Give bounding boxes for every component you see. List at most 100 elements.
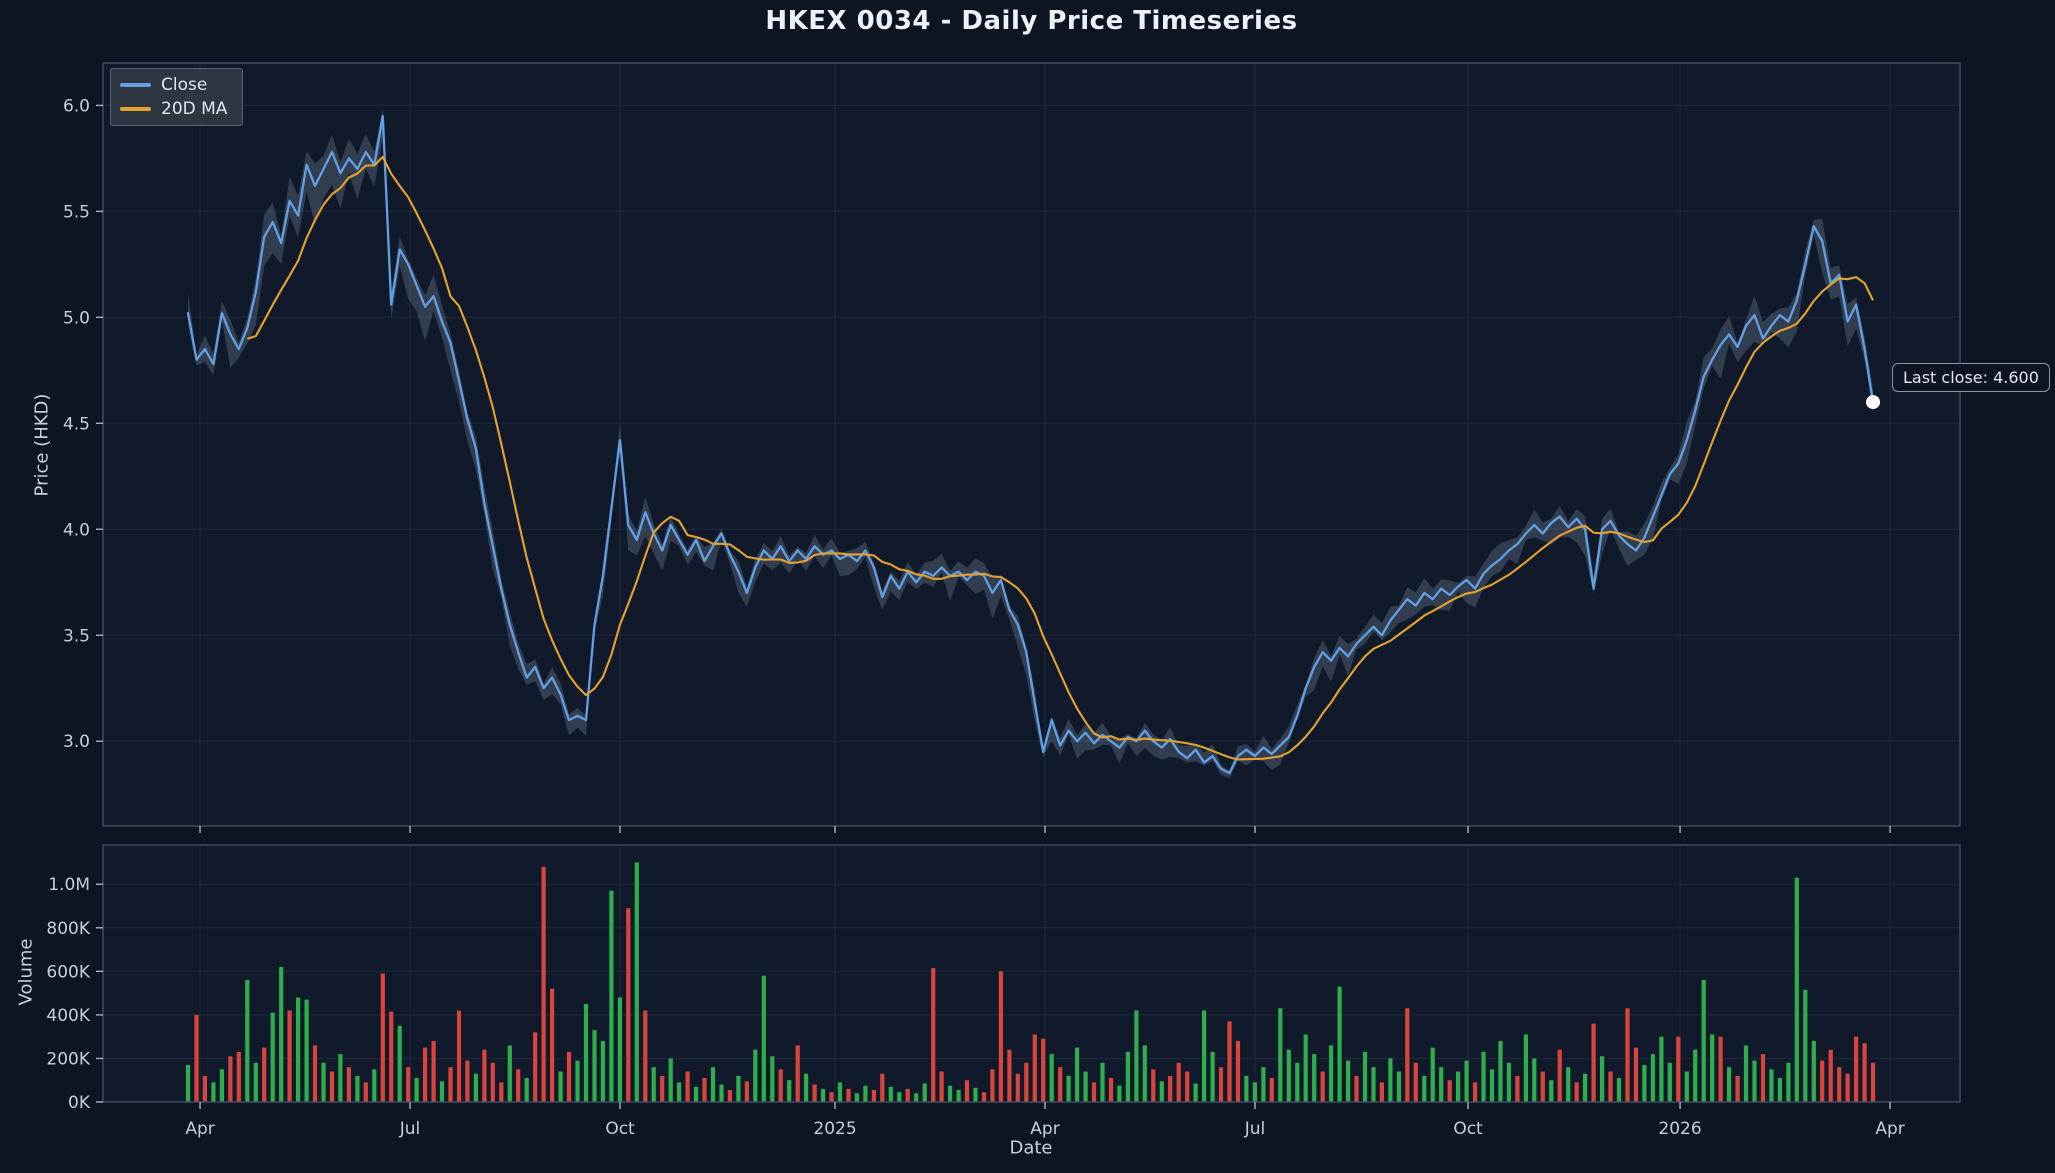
volume-bar: [617, 997, 622, 1102]
volume-bar: [1371, 1067, 1376, 1102]
ma-line: [246, 155, 1874, 761]
volume-bar: [592, 1030, 597, 1102]
volume-bar: [668, 1058, 673, 1102]
volume-bar: [262, 1047, 267, 1102]
price-y-tick-label: 5.5: [63, 202, 90, 222]
volume-bar: [1388, 1058, 1393, 1102]
volume-bar: [1032, 1034, 1037, 1102]
x-tick-label: Oct: [605, 1119, 635, 1139]
volume-bar: [1845, 1073, 1850, 1102]
volume-bar: [1659, 1036, 1664, 1102]
volume-bar: [626, 908, 631, 1102]
volume-bar: [905, 1088, 910, 1102]
volume-bar: [914, 1093, 919, 1102]
volume-bar: [1718, 1036, 1723, 1102]
volume-bar: [1329, 1045, 1334, 1102]
volume-bar: [1870, 1062, 1876, 1102]
chart-title: HKEX 0034 - Daily Price Timeseries: [765, 6, 1298, 36]
volume-bar: [253, 1062, 258, 1102]
volume-bar: [1185, 1071, 1190, 1102]
volume-bar: [1278, 1008, 1283, 1102]
volume-y-tick-label: 0K: [68, 1093, 91, 1113]
volume-bar: [1091, 1082, 1097, 1102]
volume-bar: [795, 1045, 800, 1102]
volume-bar: [465, 1060, 470, 1102]
volume-bar: [1244, 1075, 1249, 1102]
volume-bar: [770, 1056, 775, 1102]
volume-bar: [414, 1078, 419, 1102]
volume-bar: [423, 1047, 428, 1102]
volume-bar: [931, 968, 936, 1102]
volume-bar: [1549, 1080, 1554, 1102]
volume-bar: [1625, 1008, 1630, 1102]
volume-bar: [1473, 1082, 1478, 1102]
volume-bar: [1041, 1038, 1046, 1102]
volume-bar: [702, 1078, 707, 1102]
volume-bar: [1413, 1062, 1418, 1102]
volume-bar: [439, 1081, 445, 1102]
volume-bar: [558, 1071, 563, 1102]
volume-bar: [507, 1045, 512, 1102]
volume-bar: [346, 1067, 351, 1102]
volume-bar: [431, 1041, 436, 1102]
volume-axis-label: Volume: [15, 938, 37, 1006]
volume-bar: [1176, 1062, 1181, 1102]
volume-bar: [1202, 1010, 1207, 1102]
volume-bar: [1075, 1047, 1080, 1102]
volume-bar: [948, 1085, 953, 1102]
volume-y-tick-label: 200K: [46, 1049, 90, 1069]
volume-bar: [1650, 1054, 1655, 1102]
volume-bar: [1600, 1056, 1605, 1102]
volume-bar: [1540, 1071, 1545, 1102]
volume-bar: [1684, 1071, 1689, 1102]
volume-bar: [660, 1075, 665, 1102]
volume-bar: [1151, 1069, 1156, 1102]
price-y-tick-label: 4.5: [63, 414, 90, 434]
volume-bar: [1667, 1062, 1672, 1102]
volume-bar: [1168, 1075, 1173, 1102]
price-y-tick-label: 3.5: [63, 626, 90, 646]
volume-bar: [677, 1082, 682, 1102]
price-y-tick-label: 6.0: [63, 96, 90, 116]
volume-bar: [1811, 1041, 1816, 1102]
volume-bar: [1362, 1051, 1368, 1102]
volume-bar: [304, 999, 309, 1102]
volume-bar: [202, 1075, 207, 1102]
volume-bar: [1430, 1047, 1435, 1102]
volume-bar: [1566, 1067, 1571, 1102]
volume-bar: [1134, 1010, 1139, 1102]
volume-bar: [609, 890, 614, 1102]
volume-bar: [897, 1092, 902, 1102]
volume-bar: [194, 1014, 199, 1102]
price-panel-bg: [103, 63, 1960, 826]
volume-bar: [1193, 1083, 1198, 1102]
volume-bar: [761, 975, 766, 1102]
last-close-annotation: Last close: 4.600: [1892, 363, 2050, 392]
volume-bar: [524, 1078, 529, 1102]
legend-item-close: Close: [120, 76, 227, 94]
volume-bar: [1346, 1060, 1351, 1102]
volume-bar: [228, 1056, 233, 1102]
volume-bar: [279, 967, 284, 1102]
volume-bar: [1312, 1054, 1317, 1102]
volume-bar: [1337, 986, 1342, 1102]
volume-bar: [1210, 1051, 1215, 1102]
volume-bar: [245, 980, 250, 1102]
volume-bar: [651, 1067, 656, 1102]
volume-bar: [211, 1082, 216, 1102]
volume-bar: [185, 1065, 191, 1102]
volume-bar: [1616, 1078, 1622, 1102]
volume-bar: [583, 1004, 589, 1102]
legend-item-ma: 20D MA: [120, 100, 227, 118]
x-tick-label: 2025: [813, 1119, 856, 1139]
volume-bar: [329, 1071, 335, 1102]
volume-bar: [1523, 1034, 1528, 1102]
price-axis-label: Price (HKD): [31, 393, 53, 497]
close-line: [186, 114, 1875, 775]
x-tick-label: Apr: [1030, 1119, 1059, 1139]
volume-bar: [1693, 1049, 1698, 1102]
volume-bar: [389, 1011, 394, 1102]
volume-bar: [499, 1082, 504, 1102]
volume-bar: [1269, 1078, 1274, 1102]
volume-bar: [1320, 1071, 1325, 1102]
